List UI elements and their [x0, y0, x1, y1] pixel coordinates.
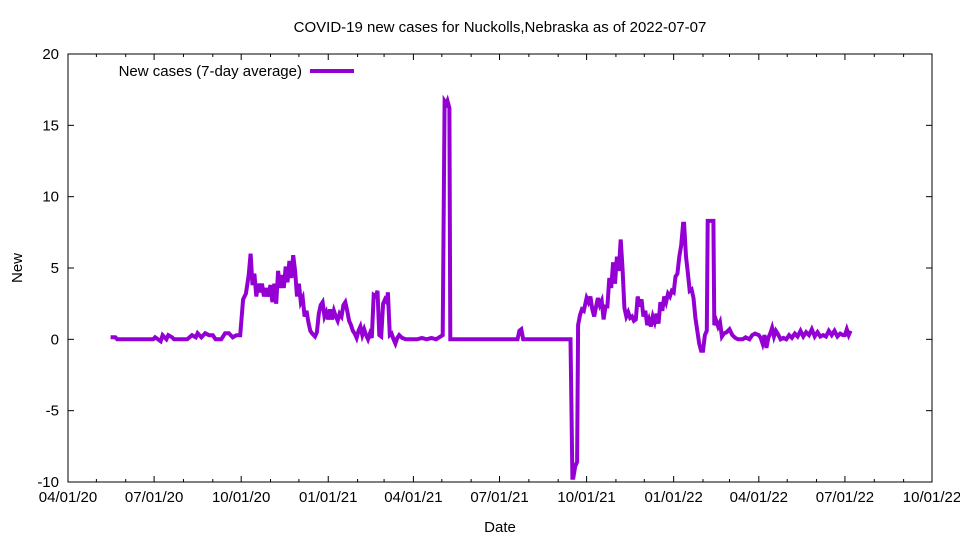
x-tick-label: 10/01/21: [557, 489, 615, 506]
y-tick-label: 5: [51, 260, 59, 277]
y-tick-label: -10: [37, 474, 59, 491]
series-line: [110, 94, 853, 480]
axis-ticks: -10 -5 0 5 10 15 20 04/01/20 07/01/20 10/01/20 01/…: [37, 46, 960, 506]
y-tick-label: 20: [42, 46, 59, 63]
x-tick-label: 07/01/20: [125, 489, 183, 506]
x-tick-label: 04/01/22: [730, 489, 788, 506]
x-tick-label: 07/01/21: [470, 489, 528, 506]
chart-title: COVID-19 new cases for Nuckolls,Nebraska…: [294, 19, 707, 36]
x-tick-label: 10/01/20: [212, 489, 270, 506]
x-tick-label: 10/01/22: [903, 489, 960, 506]
x-tick-label: 04/01/20: [39, 489, 97, 506]
y-axis-label: New: [9, 253, 26, 283]
y-tick-label: 15: [42, 117, 59, 134]
y-tick-label: -5: [46, 403, 59, 420]
x-tick-label: 01/01/22: [644, 489, 702, 506]
legend: New cases (7-day average): [119, 63, 354, 80]
y-tick-label: 0: [51, 331, 59, 348]
x-axis-label: Date: [484, 519, 516, 536]
legend-label: New cases (7-day average): [119, 63, 302, 80]
plot-frame: [67, 53, 933, 483]
x-tick-label: 01/01/21: [299, 489, 357, 506]
plot-area: [110, 94, 853, 480]
x-tick-label: 04/01/21: [384, 489, 442, 506]
x-tick-label: 07/01/22: [816, 489, 874, 506]
y-tick-label: 10: [42, 189, 59, 206]
